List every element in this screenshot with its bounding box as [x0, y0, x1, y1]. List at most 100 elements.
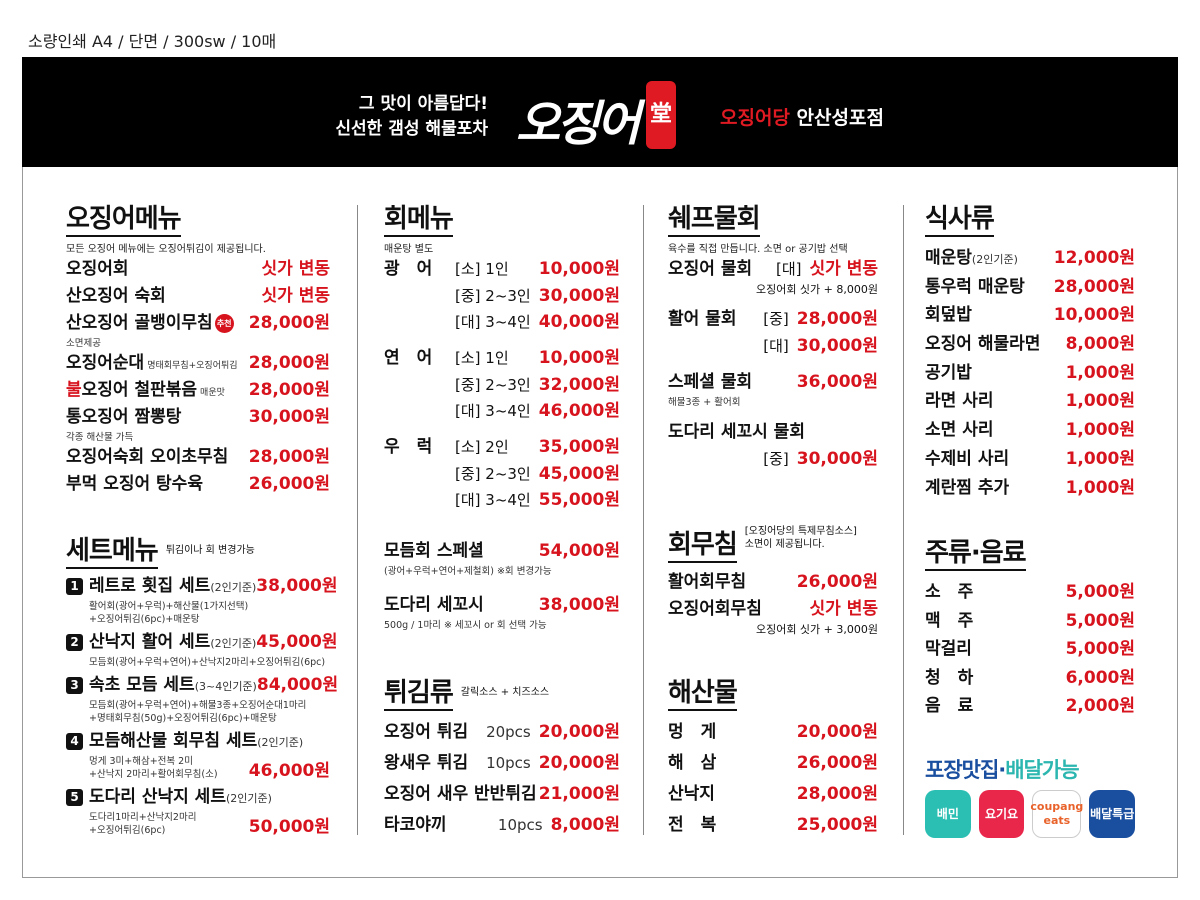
menu-item: 오징어 물회 [대] 싯가 변동	[668, 256, 878, 283]
menu-item: 활어회무침 26,000원	[668, 569, 878, 596]
size-label: [중] 2~3인	[455, 287, 531, 305]
item-price-group: 38,000원	[256, 573, 337, 600]
item-name-group: 도다리 세꼬시 물회	[668, 419, 805, 446]
item-name: 모듬해산물 회무침 세트	[89, 731, 258, 751]
sashimi-menu-note: 매운탕 별도	[384, 244, 434, 255]
item-name: 전 복	[668, 815, 717, 835]
menu-item: 통오징어 짬뽕탕 30,000원	[66, 404, 330, 431]
item-name: 계란찜 추가	[925, 477, 1010, 498]
squid-menu-note: 모든 오징어 메뉴에는 오징어튀김이 제공됩니다.	[66, 244, 266, 255]
item-price-group: 54,000원	[539, 538, 620, 565]
menu-item: 1 레트로 횟집 세트(2인기준) 38,000원	[66, 573, 338, 600]
spacer	[384, 424, 620, 434]
item-description: 소면제공	[66, 337, 330, 350]
item-price: 1,000원	[1065, 362, 1135, 383]
delivery-apps: 배민 요기요 coupang eats 배달특급	[925, 790, 1136, 838]
description-line: +산낙지 2마리+활어회무침(소)	[89, 769, 218, 780]
item-price-group: 싯가 변동	[262, 283, 330, 310]
menu-item: 도다리 세꼬시 38,000원	[384, 592, 620, 619]
item-price: 55,000원	[538, 490, 620, 510]
description-line: 500g / 1마리 ※ 세꼬시 or 회 선택 가능	[384, 620, 547, 631]
item-name-group: 전 복	[668, 812, 716, 839]
item-price-group: [대] 3~4인 40,000원	[455, 309, 620, 335]
item-price: 46,000원	[538, 401, 620, 421]
coupang-eats-icon[interactable]: coupang eats	[1030, 790, 1083, 838]
item-price-group: [중] 2~3인 32,000원	[455, 372, 620, 398]
size-label: [중]	[763, 450, 789, 468]
note-line: 갈릭소스 + 치즈소스	[460, 687, 550, 698]
item-name-group: 5 도다리 산낙지 세트(2인기준)	[66, 784, 272, 812]
baedal-teukgeup-icon[interactable]: 배달특급	[1089, 790, 1136, 838]
menu-item: 4 모듬해산물 회무침 세트(2인기준)	[66, 728, 330, 755]
item-price: 26,000원	[248, 474, 330, 494]
slogan-line: 신선한 갬성 해물포차	[335, 119, 488, 139]
item-name: 오징어회무침	[668, 599, 762, 619]
column-divider	[357, 205, 358, 835]
item-name-group: 산낙지	[668, 781, 715, 808]
item-name-group: 막걸리	[925, 636, 972, 663]
item-price-group: 26,000원	[797, 750, 878, 777]
menu-item-option: [대] 3~4인 55,000원	[384, 487, 620, 513]
muchim-menu-note: [오징어당의 특제무침소스] 소면이 제공됩니다.	[745, 525, 857, 551]
chef-mulhoe-title: 쉐프물회	[668, 203, 761, 237]
item-price: 25,000원	[796, 815, 878, 835]
item-price: 20,000원	[538, 722, 620, 742]
spacer	[925, 571, 1135, 579]
item-name-group: 활어회무침	[668, 569, 746, 596]
item-desc-price: 도다리1마리+산낙지2마리 +오징어튀김(6pc) 50,000원	[66, 811, 330, 837]
yogiyo-icon[interactable]: 요기요	[978, 790, 1025, 838]
slogan-line: 그 맛이 아름답다!	[358, 94, 488, 114]
item-name-group: 오징어숙회 오이초무침	[66, 444, 228, 471]
size-label: [중]	[763, 310, 789, 328]
delivery-title-takeout: 포장맛집·	[925, 758, 1006, 782]
item-name: 오징어 철판볶음	[81, 380, 198, 400]
logo-text: 오징어	[516, 96, 641, 152]
drinks-menu-section: 주류·음료 소 주 5,000원 맥 주 5,000원 막걸리 5,000원 청 하 6,000…	[925, 537, 1135, 722]
delivery-title-available: 배달가능	[1005, 758, 1079, 782]
item-price: 8,000원	[1065, 334, 1135, 355]
item-price: 싯가 변동	[809, 259, 878, 279]
size-label: [대] 3~4인	[455, 402, 531, 420]
item-price: 84,000원	[256, 675, 339, 695]
chef-mulhoe-section: 쉐프물회 육수를 직접 만듭니다. 소면 or 공기밥 선택 오징어 물회 [대] 싯가…	[668, 203, 878, 472]
set-menu-section: 세트메뉴 튀김이나 회 변경가능 1 레트로 횟집 세트(2인기준) 38,000원 활어…	[66, 535, 338, 840]
spacer	[925, 237, 1135, 245]
item-price-group: 10pcs 20,000원	[483, 750, 620, 777]
item-name-group: 청 하	[925, 665, 973, 692]
size-label: [중] 2~3인	[455, 465, 531, 483]
item-price: 28,000원	[248, 313, 330, 333]
item-name-group: 회덮밥	[925, 302, 972, 329]
item-name-group: 타코야끼	[384, 812, 447, 839]
item-name-group: 모듬회 스페셜	[384, 538, 484, 565]
spacer	[384, 335, 620, 345]
item-name-group: 계란찜 추가	[925, 475, 1009, 502]
item-name: 통오징어 짬뽕탕	[66, 407, 182, 427]
item-price: 5,000원	[1065, 639, 1135, 659]
logo-seal: 堂	[646, 81, 676, 149]
item-name: 왕새우 튀김	[384, 753, 469, 773]
column-divider	[903, 205, 904, 835]
item-name: 오징어 새우 반반튀김	[384, 784, 537, 804]
item-price: 28,000원	[248, 380, 330, 400]
item-name-group: 오징어회	[66, 256, 129, 283]
item-price-group: 1,000원	[1066, 417, 1135, 444]
baemin-icon[interactable]: 배민	[925, 790, 971, 838]
item-name-group: 오징어 물회	[668, 256, 752, 283]
item-price-group: 1,000원	[1066, 446, 1135, 473]
spacer	[668, 359, 878, 369]
item-price-group: 28,000원	[249, 310, 330, 337]
menu-item: 매운탕(2인기준) 12,000원	[925, 245, 1135, 274]
item-name-group: 광 어	[384, 256, 432, 283]
item-name-highlight: 불	[66, 380, 82, 400]
item-price: 6,000원	[1065, 667, 1135, 688]
item-note: 매운맛	[200, 388, 225, 398]
set-menu-title: 세트메뉴	[66, 535, 159, 569]
item-price: 2,000원	[1065, 696, 1135, 716]
menu-item: 전 복 25,000원	[668, 812, 878, 843]
item-price: 21,000원	[538, 784, 620, 804]
item-name-group: 오징어순대 명태회무침+오징어튀김	[66, 350, 238, 380]
size-label: [소] 1인	[455, 349, 509, 367]
item-qualifier: (2인기준)	[971, 253, 1018, 266]
squid-menu-section: 오징어메뉴 모든 오징어 메뉴에는 오징어튀김이 제공됩니다. 오징어회 싯가 변동 산…	[66, 203, 330, 498]
item-description: 도다리1마리+산낙지2마리 +오징어튀김(6pc)	[66, 811, 196, 837]
